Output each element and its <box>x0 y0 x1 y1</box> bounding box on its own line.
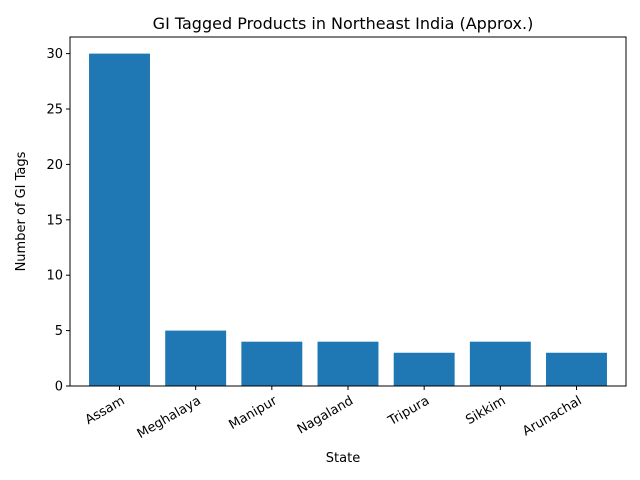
x-tick-label: Meghalaya <box>135 393 204 441</box>
bar-assam <box>89 53 150 387</box>
x-tick-label: Manipur <box>227 393 281 433</box>
bars-layer <box>89 53 607 387</box>
bar-nagaland <box>317 341 379 386</box>
x-tick-label: Tripura <box>385 393 432 429</box>
x-axis: Assam Meghalaya Manipur Nagaland Tripura Sikk… <box>83 386 584 442</box>
y-tick-label: 5 <box>55 324 63 339</box>
y-tick-label: 15 <box>46 213 63 228</box>
y-tick-label: 20 <box>46 158 63 173</box>
x-tick-label: Sikkim <box>463 393 508 428</box>
y-tick-label: 10 <box>46 269 63 284</box>
bar-meghalaya <box>165 330 227 386</box>
chart-title: GI Tagged Products in Northeast India (A… <box>153 14 534 33</box>
y-tick-label: 25 <box>46 103 63 118</box>
y-tick-label: 0 <box>55 380 63 395</box>
bar-sikkim <box>469 341 531 386</box>
x-axis-label: State <box>326 451 360 466</box>
bar-manipur <box>241 341 303 386</box>
bar-arunachal <box>546 352 607 386</box>
y-axis: 0 5 10 15 20 25 30 <box>46 47 70 395</box>
bar-tripura <box>393 352 455 386</box>
y-tick-label: 30 <box>46 47 63 62</box>
x-tick-label: Assam <box>83 393 128 428</box>
y-axis-label: Number of GI Tags <box>14 151 29 271</box>
plot-frame <box>69 36 627 387</box>
x-tick-label: Arunachal <box>520 393 584 439</box>
x-tick-label: Nagaland <box>295 393 356 437</box>
